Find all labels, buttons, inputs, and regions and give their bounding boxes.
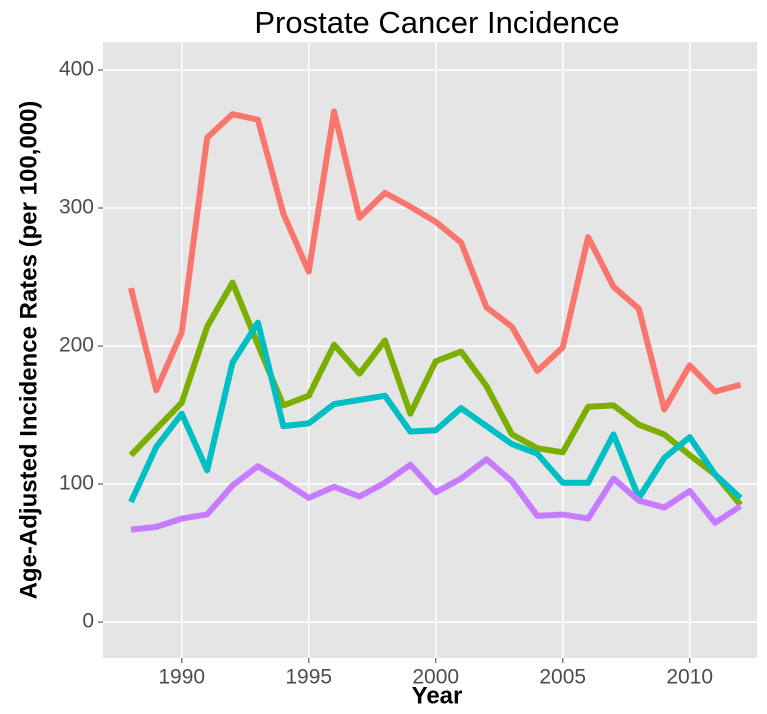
x-tick-label: 1990 bbox=[158, 666, 205, 689]
x-tick-label: 2005 bbox=[539, 666, 586, 689]
line bbox=[128, 108, 742, 413]
y-tick-label: 100 bbox=[59, 472, 94, 495]
y-tick-label: 300 bbox=[59, 196, 94, 219]
x-tick-label: 2010 bbox=[666, 666, 713, 689]
y-tick-label: 200 bbox=[59, 334, 94, 357]
chart-title: Prostate Cancer Incidence bbox=[254, 5, 619, 40]
line bbox=[130, 456, 743, 533]
x-tick-label: 1995 bbox=[285, 666, 332, 689]
x-axis-label: Year bbox=[412, 682, 463, 709]
y-axis-label: Age-Adjusted Incidence Rates (per 100,00… bbox=[15, 101, 42, 600]
line bbox=[128, 279, 743, 507]
y-tick-label: 0 bbox=[82, 610, 94, 633]
y-tick-label: 400 bbox=[59, 58, 94, 81]
x-tick-label: 2000 bbox=[412, 666, 459, 689]
